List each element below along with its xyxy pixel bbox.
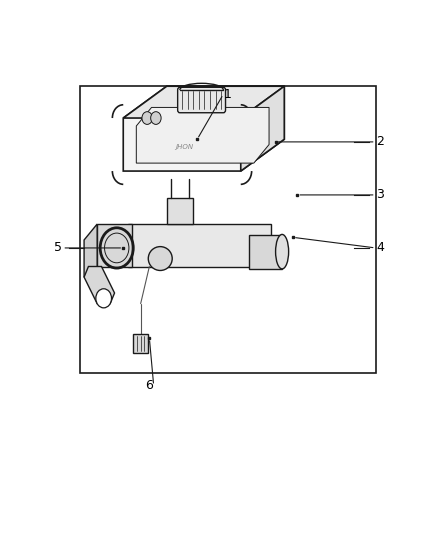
Text: 5: 5: [54, 241, 62, 254]
Polygon shape: [84, 266, 115, 304]
Polygon shape: [167, 198, 193, 224]
Bar: [80, 86, 376, 373]
Polygon shape: [123, 86, 284, 118]
Polygon shape: [123, 86, 284, 171]
Text: 1: 1: [224, 87, 232, 101]
Text: 3: 3: [376, 189, 384, 201]
Circle shape: [96, 289, 112, 308]
Circle shape: [142, 112, 152, 124]
Ellipse shape: [276, 235, 289, 269]
Polygon shape: [97, 224, 132, 266]
Circle shape: [151, 112, 161, 124]
Text: 4: 4: [376, 241, 384, 254]
Bar: [133, 334, 148, 353]
Text: 6: 6: [145, 379, 153, 392]
FancyBboxPatch shape: [178, 87, 226, 113]
Text: JHON: JHON: [175, 144, 193, 150]
Polygon shape: [127, 224, 271, 266]
Bar: [250, 235, 282, 269]
Polygon shape: [136, 108, 269, 163]
Ellipse shape: [148, 247, 172, 270]
Polygon shape: [84, 224, 97, 277]
Polygon shape: [241, 86, 284, 171]
Text: 2: 2: [376, 135, 384, 148]
